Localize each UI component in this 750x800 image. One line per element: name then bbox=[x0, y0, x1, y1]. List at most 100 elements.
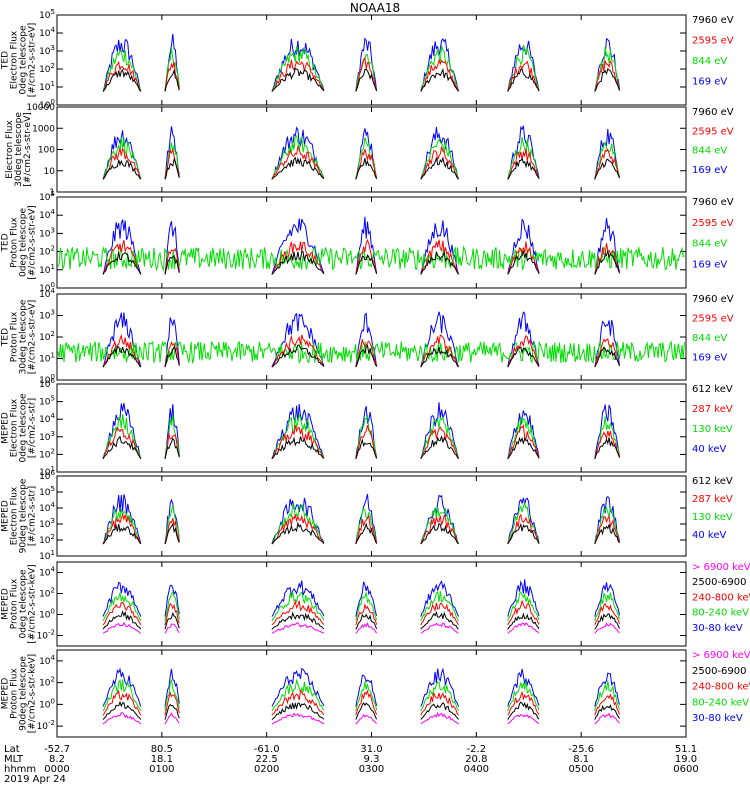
legend-entry-1-1: 2595 eV bbox=[692, 126, 734, 137]
y-axis-label-line: Proton Flux bbox=[10, 311, 20, 362]
y-tick-label-2-3: 103 bbox=[39, 226, 55, 239]
legend-entry-4-2: 130 keV bbox=[692, 424, 733, 435]
legend-entry-6-4: 30-80 keV bbox=[692, 623, 743, 634]
series-trace-1-2 bbox=[102, 145, 620, 180]
legend-entry-6-3: 80-240 keV bbox=[692, 608, 749, 619]
y-tick-label-5-3: 104 bbox=[39, 501, 55, 514]
legend-entry-3-3: 169 eV bbox=[692, 353, 727, 364]
y-tick-label-4-3: 104 bbox=[39, 412, 55, 425]
y-axis-label-line: 90deg telescope bbox=[19, 478, 29, 553]
y-axis-label-line: 30deg telescope bbox=[19, 299, 29, 374]
y-axis-label-line: MEPED bbox=[1, 678, 11, 710]
x-row-label-2: hhmm bbox=[4, 764, 36, 775]
series-trace-6-2 bbox=[102, 599, 620, 626]
y-tick-label-1-1: 10 bbox=[44, 167, 56, 177]
series-trace-1-1 bbox=[102, 135, 620, 180]
series-trace-4-3 bbox=[102, 435, 620, 460]
series-trace-6-4 bbox=[102, 621, 620, 634]
x-row-value-0-0: -52.7 bbox=[44, 744, 70, 755]
y-tick-label-5-1: 102 bbox=[39, 533, 55, 546]
legend-entry-0-1: 2595 eV bbox=[692, 36, 734, 47]
y-axis-label-line: 0deg telescope bbox=[19, 25, 29, 95]
x-row-value-0-4: -2.2 bbox=[467, 744, 487, 755]
y-tick-label-3-2: 102 bbox=[39, 330, 55, 343]
series-trace-7-4 bbox=[102, 711, 620, 725]
y-tick-label-3-0: 100 bbox=[39, 373, 55, 386]
y-tick-label-5-2: 103 bbox=[39, 517, 55, 530]
panel-frame-4 bbox=[56, 383, 687, 473]
y-tick-label-5-0: 101 bbox=[39, 549, 55, 562]
y-tick-label-3-3: 103 bbox=[39, 309, 55, 322]
y-tick-label-4-4: 105 bbox=[39, 395, 55, 408]
y-tick-label-4-0: 101 bbox=[39, 465, 55, 478]
chart-title: NOAA18 bbox=[349, 1, 401, 15]
x-row-value-2-6: 0600 bbox=[673, 764, 698, 775]
series-trace-0-3 bbox=[102, 67, 620, 92]
y-tick-label-6-1: 100 bbox=[39, 608, 55, 621]
x-row-value-2-1: 0100 bbox=[149, 764, 174, 775]
y-axis-label-line: MEPED bbox=[1, 500, 11, 532]
series-trace-2-3 bbox=[102, 250, 620, 275]
series-trace-4-2 bbox=[102, 423, 620, 460]
y-tick-label-3-4: 104 bbox=[39, 287, 55, 300]
series-trace-2-1 bbox=[57, 245, 685, 272]
y-axis-label-line: [#/cm2-s-str-eV] bbox=[28, 23, 38, 98]
y-tick-label-5-4: 105 bbox=[39, 485, 55, 498]
y-axis-label-6: MEPED Proton Flux 0deg telescope [#/cm2-s-s… bbox=[1, 564, 38, 643]
y-axis-label-line: [#/cm2-s-str-keV] bbox=[28, 654, 38, 733]
x-row-value-0-6: 51.1 bbox=[675, 744, 697, 755]
series-trace-5-0 bbox=[102, 493, 620, 545]
legend-entry-1-2: 844 eV bbox=[692, 146, 727, 157]
legend-entry-0-2: 844 eV bbox=[692, 56, 727, 67]
y-tick-label-0-0: 100 bbox=[39, 98, 55, 111]
panel-frame-2 bbox=[56, 196, 687, 289]
legend-entry-5-2: 130 keV bbox=[692, 512, 733, 523]
y-tick-label-0-1: 101 bbox=[39, 80, 55, 93]
y-axis-label-line: [#/cm2-s-str] bbox=[28, 398, 38, 458]
series-trace-6-3 bbox=[102, 610, 620, 630]
legend-entry-2-1: 2595 eV bbox=[692, 218, 734, 229]
series-trace-0-2 bbox=[102, 56, 620, 92]
x-row-value-0-1: 80.5 bbox=[151, 744, 173, 755]
series-trace-3-0 bbox=[102, 311, 620, 368]
x-row-label-0: Lat bbox=[4, 744, 20, 755]
legend-entry-7-3: 80-240 keV bbox=[692, 697, 749, 708]
series-trace-3-1 bbox=[57, 340, 685, 365]
y-tick-label-6-2: 102 bbox=[39, 587, 55, 600]
series-trace-0-0 bbox=[102, 33, 620, 92]
legend-entry-6-1: 2500-6900 bbox=[692, 577, 747, 588]
x-row-value-0-5: -25.6 bbox=[568, 744, 594, 755]
x-date-label: 2019 Apr 24 bbox=[4, 774, 66, 785]
x-row-value-1-5: 8.1 bbox=[573, 754, 589, 765]
legend-entry-1-0: 7960 eV bbox=[692, 107, 734, 118]
series-trace-2-2 bbox=[102, 238, 620, 275]
y-axis-label-line: [#/cm2-s-str-eV] bbox=[23, 112, 33, 187]
series-trace-7-2 bbox=[102, 689, 620, 716]
y-tick-label-2-2: 102 bbox=[39, 245, 55, 258]
legend-entry-4-3: 40 keV bbox=[692, 444, 726, 455]
x-row-value-1-3: 9.3 bbox=[364, 754, 380, 765]
y-axis-label-line: [#/cm2-s-str-eV] bbox=[28, 205, 38, 280]
y-axis-label-line: Proton Flux bbox=[10, 578, 20, 629]
y-axis-label-line: 0deg telescope bbox=[19, 569, 29, 639]
series-trace-1-3 bbox=[102, 156, 620, 180]
y-tick-label-7-3: 104 bbox=[39, 654, 55, 667]
legend-entry-5-1: 287 keV bbox=[692, 494, 733, 505]
legend-entry-0-0: 7960 eV bbox=[692, 15, 734, 26]
x-row-value-2-0: 0000 bbox=[44, 764, 69, 775]
y-axis-label-5: MEPED Electron Flux 90deg telescope [#/cm2-… bbox=[1, 478, 38, 553]
series-trace-2-0 bbox=[102, 216, 620, 275]
y-axis-label-line: TED bbox=[1, 51, 11, 70]
series-trace-7-1 bbox=[102, 678, 620, 712]
y-tick-label-5-5: 106 bbox=[39, 469, 55, 482]
y-tick-label-7-1: 100 bbox=[39, 697, 55, 710]
y-tick-label-2-4: 104 bbox=[39, 208, 55, 221]
y-axis-label-line: TED bbox=[1, 233, 11, 252]
y-tick-label-4-1: 102 bbox=[39, 447, 55, 460]
series-trace-1-0 bbox=[102, 125, 620, 180]
legend-entry-7-2: 240-800 keV bbox=[692, 682, 750, 693]
x-row-value-2-2: 0200 bbox=[254, 764, 279, 775]
y-axis-label-line: Electron Flux bbox=[10, 30, 20, 89]
legend-entry-2-2: 844 eV bbox=[692, 239, 727, 250]
